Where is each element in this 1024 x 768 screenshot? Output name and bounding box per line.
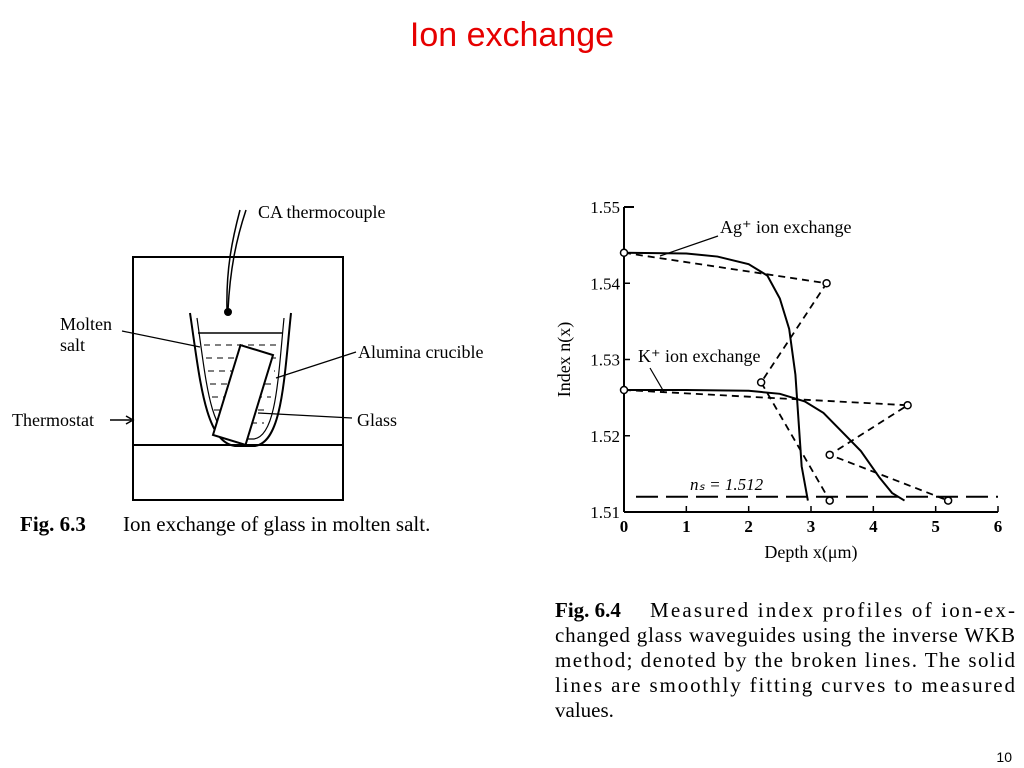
caption-text: Ion exchange of glass in molten salt. xyxy=(123,512,430,536)
thermocouple-wire xyxy=(226,209,241,311)
x-tick-label: 1 xyxy=(682,517,691,536)
caption-label: Fig. 6.4 xyxy=(555,598,621,622)
x-tick-label: 5 xyxy=(931,517,940,536)
measured-point xyxy=(619,248,629,257)
measured-line xyxy=(623,389,949,502)
caption-line: lines are smoothly fitting curves to mea… xyxy=(555,673,1016,697)
measured-point xyxy=(619,385,629,395)
x-tick-label: 6 xyxy=(994,517,1003,536)
measured-line xyxy=(623,251,831,502)
x-tick-label: 3 xyxy=(807,517,816,536)
label-glass: Glass xyxy=(357,410,397,430)
y-tick-label: 1.54 xyxy=(590,274,620,293)
annotation-leader xyxy=(649,367,665,393)
thermocouple-tip xyxy=(224,308,232,316)
y-tick-label: 1.51 xyxy=(590,503,620,522)
label-molten-salt: salt xyxy=(60,335,85,355)
x-tick-label: 4 xyxy=(869,517,878,536)
caption-line: changed glass waveguides using the inver… xyxy=(555,623,1015,647)
annotation-leader xyxy=(659,235,719,257)
arrow-head xyxy=(125,415,135,425)
label-crucible: Alumina crucible xyxy=(358,342,483,362)
page-number: 10 xyxy=(996,749,1012,765)
series-annotation: K⁺ ion exchange xyxy=(638,346,760,366)
label-thermocouple: CA thermocouple xyxy=(258,202,385,222)
fit-line xyxy=(624,389,906,502)
diagram xyxy=(110,209,357,501)
leader xyxy=(121,330,201,348)
caption-label: Fig. 6.3 xyxy=(20,512,86,536)
x-tick-label: 2 xyxy=(744,517,753,536)
measured-point xyxy=(756,378,766,387)
glass-slab xyxy=(211,343,275,447)
series-annotation: Ag⁺ ion exchange xyxy=(720,217,851,237)
x-tick-label: 0 xyxy=(620,517,629,536)
leader xyxy=(257,412,353,419)
y-tick-label: 1.52 xyxy=(590,427,620,446)
thermocouple-wire xyxy=(227,209,247,311)
measured-point xyxy=(943,496,953,505)
chart: 1.51 1.52 1.53 1.54 1.55 0 1 2 3 4 5 6 Depth x(μm) In… xyxy=(554,198,1002,563)
y-axis-label: Index n(x) xyxy=(554,322,575,397)
thermostat-box xyxy=(132,256,344,501)
slide-title: Ion exchange xyxy=(410,16,614,54)
measured-point xyxy=(825,496,834,505)
caption: Measured index profiles of ion-ex-change… xyxy=(555,598,1016,722)
x-axis-label: Depth x(μm) xyxy=(764,542,857,563)
caption-line: method; denoted by the broken lines. The… xyxy=(555,648,1016,672)
fit-line xyxy=(623,251,809,501)
y-tick-label: 1.53 xyxy=(590,351,620,370)
y-tick-label: 1.55 xyxy=(590,198,620,217)
measured-point xyxy=(825,450,834,460)
leader xyxy=(275,351,357,379)
label-thermostat: Thermostat xyxy=(12,410,94,430)
label-molten-salt: Molten xyxy=(60,314,112,334)
caption-line: values. xyxy=(555,698,614,722)
measured-point xyxy=(903,401,912,410)
substrate-label: nₛ = 1.512 xyxy=(690,475,764,494)
measured-point xyxy=(822,279,831,288)
crucible-outer xyxy=(189,312,292,447)
caption-line: Measured index profiles of ion-ex- xyxy=(650,598,1015,622)
